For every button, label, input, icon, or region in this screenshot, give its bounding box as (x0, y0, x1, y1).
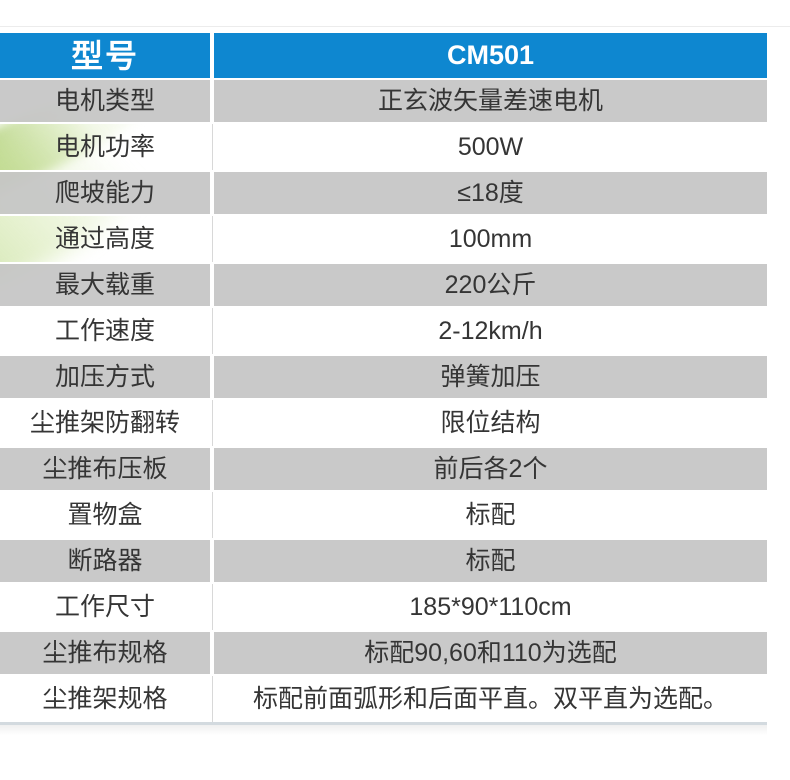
spec-label: 断路器 (0, 538, 210, 584)
column-divider (210, 216, 214, 262)
spec-label: 加压方式 (0, 354, 210, 400)
spec-value: 弹簧加压 (214, 354, 767, 400)
spec-label: 通过高度 (54, 224, 155, 253)
table-header-row: 型号 CM501 (0, 33, 767, 78)
spec-label: 置物盒 (67, 500, 143, 529)
column-divider (210, 78, 214, 124)
table-row: 电机类型 正玄波矢量差速电机 (0, 78, 767, 124)
spec-value: 标配 (465, 500, 516, 529)
table-row: 加压方式 弹簧加压 (0, 354, 767, 400)
column-divider (210, 308, 214, 354)
column-divider (210, 630, 214, 676)
spec-label: 爬坡能力 (0, 170, 210, 216)
table-body: 电机类型 正玄波矢量差速电机 电机功率 500W 爬坡能力 ≤18度 通过高度 … (0, 78, 767, 722)
table-row: 断路器 标配 (0, 538, 767, 584)
table-row: 置物盒 标配 (0, 492, 767, 538)
spec-label: 尘推布压板 (0, 446, 210, 492)
column-divider (210, 400, 214, 446)
spec-value: 标配 (214, 538, 767, 584)
column-divider (210, 538, 214, 584)
spec-label: 尘推架防翻转 (29, 408, 180, 437)
table-row: 通过高度 100mm (0, 216, 767, 262)
table-row: 尘推架防翻转 限位结构 (0, 400, 767, 446)
table-row: 工作速度 2-12km/h (0, 308, 767, 354)
bottom-edge-fade (0, 725, 767, 735)
spec-table: 型号 CM501 电机类型 正玄波矢量差速电机 电机功率 500W 爬坡能力 ≤… (0, 33, 767, 722)
spec-value: 220公斤 (214, 262, 767, 308)
column-divider (210, 124, 214, 170)
spec-label: 电机功率 (54, 132, 155, 161)
spec-label: 工作速度 (54, 316, 155, 345)
column-divider (210, 492, 214, 538)
column-divider (210, 676, 214, 722)
table-top-border (0, 26, 790, 27)
table-bottom-edge (0, 722, 767, 735)
spec-label: 电机类型 (0, 78, 210, 124)
spec-value: 2-12km/h (438, 316, 543, 345)
spec-label: 最大载重 (0, 262, 210, 308)
spec-value: 标配90,60和110为选配 (214, 630, 767, 676)
spec-label: 尘推布规格 (0, 630, 210, 676)
table-row: 最大载重 220公斤 (0, 262, 767, 308)
column-divider (210, 33, 214, 78)
column-divider (210, 262, 214, 308)
column-divider (210, 354, 214, 400)
table-row: 爬坡能力 ≤18度 (0, 170, 767, 216)
table-row: 尘推布压板 前后各2个 (0, 446, 767, 492)
spec-value: ≤18度 (214, 170, 767, 216)
header-model-value: CM501 (214, 33, 767, 78)
spec-label: 工作尺寸 (54, 592, 155, 621)
header-model-label: 型号 (0, 33, 210, 78)
table-row: 尘推架规格 标配前面弧形和后面平直。双平直为选配。 (0, 676, 767, 722)
table-row: 工作尺寸 185*90*110cm (0, 584, 767, 630)
spec-label: 尘推架规格 (42, 684, 168, 713)
bottom-edge-bar (0, 722, 767, 725)
column-divider (210, 446, 214, 492)
spec-value: 限位结构 (440, 408, 541, 437)
spec-value: 185*90*110cm (409, 592, 572, 621)
spec-value: 500W (457, 132, 524, 161)
table-row: 尘推布规格 标配90,60和110为选配 (0, 630, 767, 676)
spec-value: 正玄波矢量差速电机 (214, 78, 767, 124)
column-divider (210, 170, 214, 216)
spec-value: 100mm (448, 224, 533, 253)
column-divider (210, 584, 214, 630)
spec-value: 前后各2个 (214, 446, 767, 492)
spec-value: 标配前面弧形和后面平直。双平直为选配。 (252, 684, 728, 713)
table-row: 电机功率 500W (0, 124, 767, 170)
